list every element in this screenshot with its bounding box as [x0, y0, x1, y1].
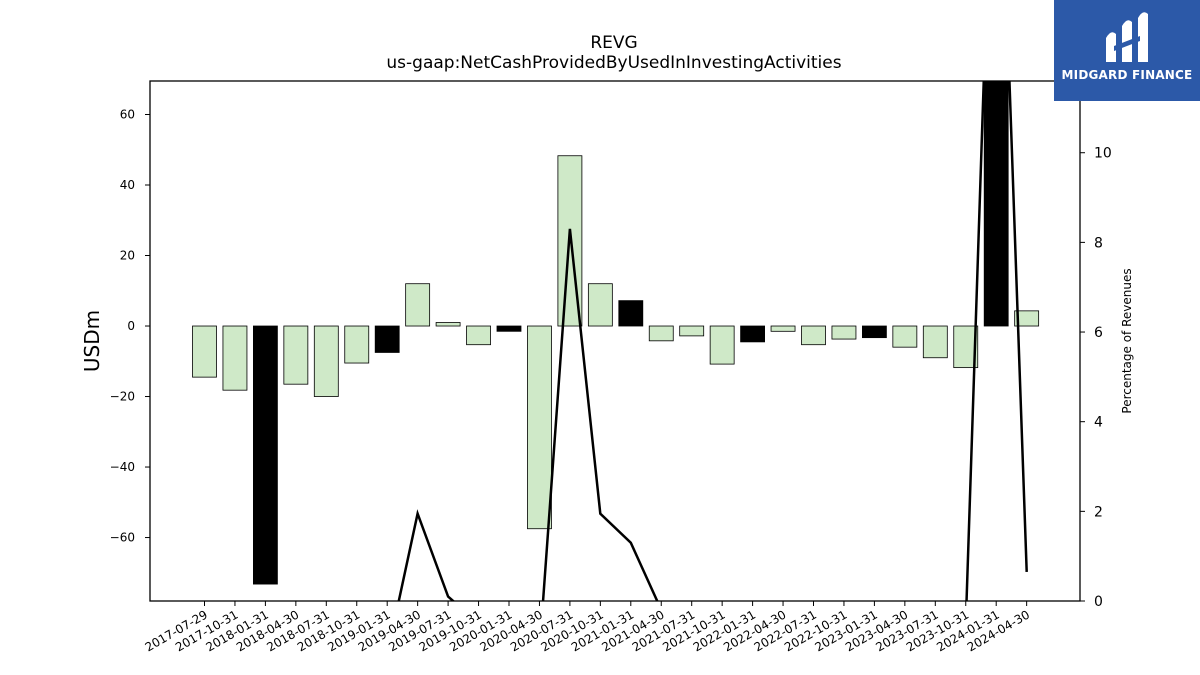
bar-2020-10-31	[587, 283, 613, 327]
y-axis-label: USDm	[80, 310, 104, 372]
y-axis-left: −60 −40 −20 0 20 40 60	[110, 107, 150, 545]
bar-2022-01-31	[740, 325, 765, 343]
y2-tick-label: 8	[1094, 235, 1103, 251]
bar-2022-10-31	[831, 325, 857, 340]
bar-2023-01-31	[862, 325, 887, 339]
plot-frame	[149, 80, 1081, 602]
x-axis: 2017-07-292017-10-312018-01-312018-04-30…	[143, 601, 1032, 654]
bar-2018-01-31	[252, 325, 278, 585]
bar-2021-10-31	[709, 325, 735, 365]
y-tick-label: −60	[110, 531, 135, 545]
bar-2018-10-31	[344, 325, 370, 364]
bar-2020-01-31	[496, 325, 522, 332]
y2-axis-label: Percentage of Revenues	[1120, 268, 1134, 413]
bar-2017-10-31	[222, 325, 248, 391]
bar-2018-07-31	[313, 325, 339, 397]
y-tick-label: 0	[127, 319, 135, 333]
y2-tick-label: 2	[1094, 504, 1103, 520]
bar-2021-01-31	[618, 300, 644, 327]
y-axis-right: 0 2 4 6 8 10	[1080, 146, 1112, 610]
chart-subtitle: us-gaap:NetCashProvidedByUsedInInvesting…	[386, 53, 841, 73]
y-tick-label: −40	[110, 460, 135, 474]
y-tick-label: 60	[120, 107, 135, 121]
bar-2023-04-30	[892, 325, 918, 348]
chart-title: REVG	[590, 33, 637, 53]
bar-2021-07-31	[679, 325, 705, 337]
bar-2019-01-31	[374, 325, 400, 353]
y2-tick-label: 6	[1094, 325, 1103, 341]
bar-2022-04-30	[770, 325, 796, 332]
bar-2019-04-30	[405, 283, 431, 327]
bar-2024-01-31	[983, 81, 1009, 327]
bar-2021-04-30	[648, 325, 674, 342]
bar-2017-07-29	[192, 325, 217, 378]
y-tick-label: −20	[110, 390, 135, 404]
brand-logo: MIDGARD FINANCE	[1054, 0, 1200, 101]
bar-2023-07-31	[922, 325, 948, 359]
y-tick-label: 20	[120, 249, 135, 263]
bar-2020-04-30	[527, 325, 552, 530]
logo-mark-icon	[1106, 12, 1148, 62]
bar-2024-04-30	[1014, 310, 1040, 327]
y-tick-label: 40	[120, 178, 135, 192]
y2-tick-label: 10	[1094, 146, 1112, 162]
bar-2019-10-31	[466, 325, 491, 346]
bar-2019-07-31	[435, 322, 461, 327]
bar-2022-07-31	[801, 325, 826, 346]
y2-tick-label: 4	[1094, 415, 1103, 431]
bar-2018-04-30	[283, 325, 309, 385]
bar-series	[192, 81, 1040, 585]
y2-tick-label: 0	[1094, 594, 1103, 610]
brand-name: MIDGARD FINANCE	[1061, 68, 1193, 82]
